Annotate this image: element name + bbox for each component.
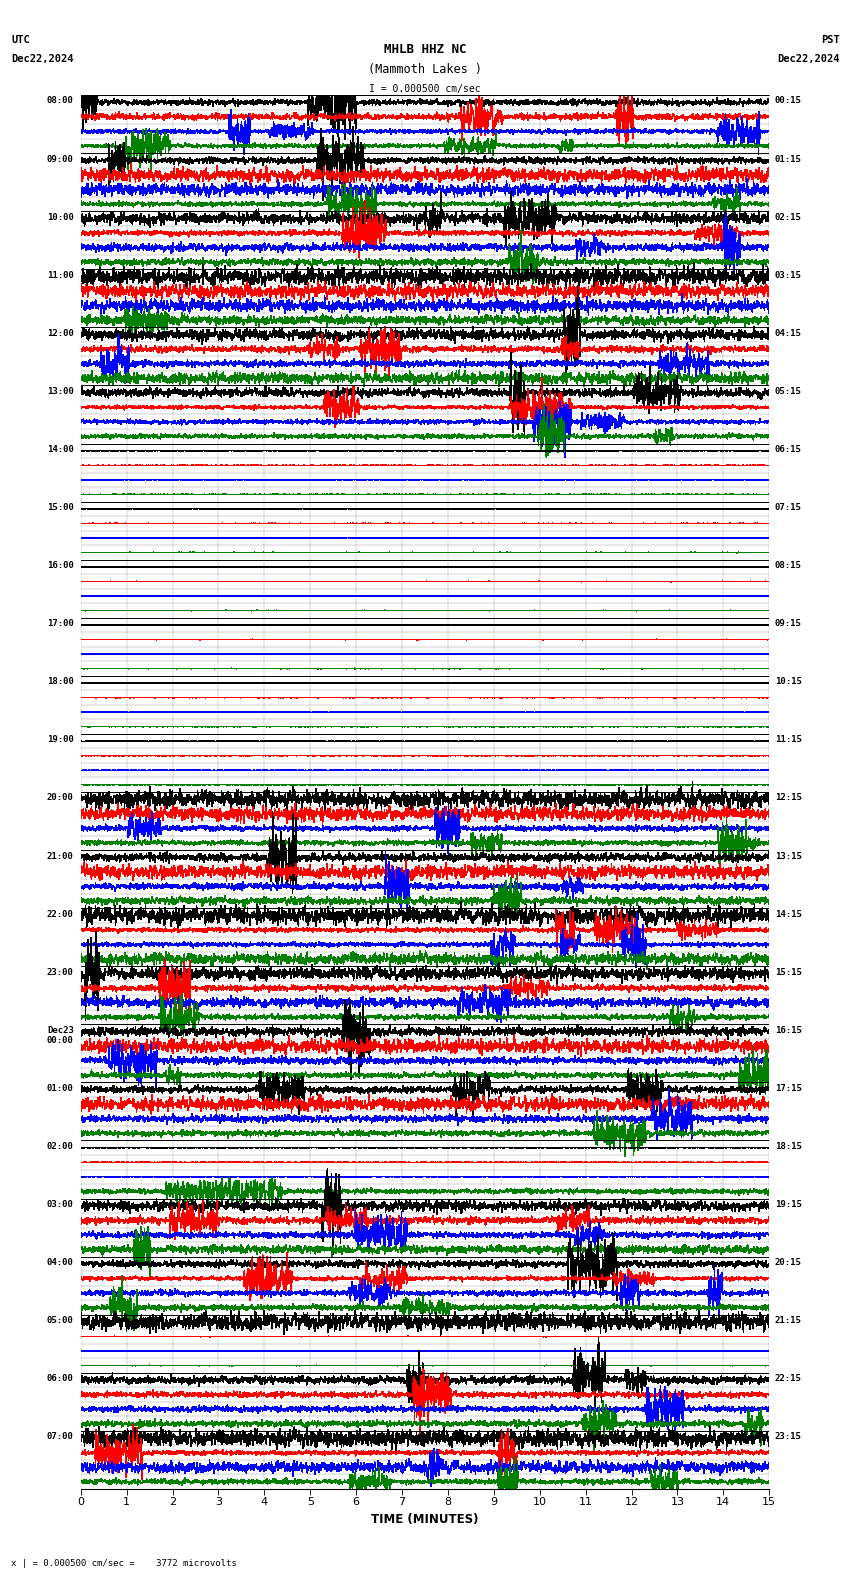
Text: 12:15: 12:15: [774, 794, 802, 803]
Text: 10:00: 10:00: [47, 212, 74, 222]
Text: 19:15: 19:15: [774, 1201, 802, 1209]
Text: 08:15: 08:15: [774, 561, 802, 570]
X-axis label: TIME (MINUTES): TIME (MINUTES): [371, 1513, 479, 1525]
Text: 12:00: 12:00: [47, 329, 74, 337]
Text: (Mammoth Lakes ): (Mammoth Lakes ): [368, 63, 482, 76]
Text: PST: PST: [821, 35, 840, 44]
Text: I = 0.000500 cm/sec: I = 0.000500 cm/sec: [369, 84, 481, 93]
Text: 13:00: 13:00: [47, 386, 74, 396]
Text: 21:00: 21:00: [47, 852, 74, 860]
Text: 08:00: 08:00: [47, 97, 74, 106]
Text: 07:15: 07:15: [774, 504, 802, 512]
Text: 18:00: 18:00: [47, 678, 74, 686]
Text: 23:15: 23:15: [774, 1432, 802, 1441]
Text: 20:15: 20:15: [774, 1258, 802, 1267]
Text: 06:00: 06:00: [47, 1375, 74, 1383]
Text: 07:00: 07:00: [47, 1432, 74, 1441]
Text: 14:00: 14:00: [47, 445, 74, 455]
Text: 14:15: 14:15: [774, 909, 802, 919]
Text: 18:15: 18:15: [774, 1142, 802, 1152]
Text: 06:15: 06:15: [774, 445, 802, 455]
Text: 15:00: 15:00: [47, 504, 74, 512]
Text: Dec23
00:00: Dec23 00:00: [47, 1026, 74, 1045]
Text: 01:00: 01:00: [47, 1083, 74, 1093]
Text: 02:15: 02:15: [774, 212, 802, 222]
Text: 09:00: 09:00: [47, 155, 74, 163]
Text: 01:15: 01:15: [774, 155, 802, 163]
Text: 21:15: 21:15: [774, 1316, 802, 1326]
Text: 22:00: 22:00: [47, 909, 74, 919]
Text: MHLB HHZ NC: MHLB HHZ NC: [383, 43, 467, 55]
Text: UTC: UTC: [11, 35, 30, 44]
Text: 02:00: 02:00: [47, 1142, 74, 1152]
Text: Dec22,2024: Dec22,2024: [11, 54, 74, 63]
Text: 03:15: 03:15: [774, 271, 802, 280]
Text: 04:00: 04:00: [47, 1258, 74, 1267]
Text: 20:00: 20:00: [47, 794, 74, 803]
Text: 05:15: 05:15: [774, 386, 802, 396]
Text: 04:15: 04:15: [774, 329, 802, 337]
Text: 19:00: 19:00: [47, 735, 74, 744]
Text: 11:00: 11:00: [47, 271, 74, 280]
Text: 13:15: 13:15: [774, 852, 802, 860]
Text: Dec22,2024: Dec22,2024: [777, 54, 840, 63]
Text: 03:00: 03:00: [47, 1201, 74, 1209]
Text: 17:15: 17:15: [774, 1083, 802, 1093]
Text: 10:15: 10:15: [774, 678, 802, 686]
Text: 22:15: 22:15: [774, 1375, 802, 1383]
Text: 05:00: 05:00: [47, 1316, 74, 1326]
Text: 16:00: 16:00: [47, 561, 74, 570]
Text: x | = 0.000500 cm/sec =    3772 microvolts: x | = 0.000500 cm/sec = 3772 microvolts: [11, 1559, 237, 1568]
Text: 17:00: 17:00: [47, 619, 74, 629]
Text: 16:15: 16:15: [774, 1026, 802, 1034]
Text: 09:15: 09:15: [774, 619, 802, 629]
Text: 23:00: 23:00: [47, 968, 74, 977]
Text: 15:15: 15:15: [774, 968, 802, 977]
Text: 00:15: 00:15: [774, 97, 802, 106]
Text: 11:15: 11:15: [774, 735, 802, 744]
